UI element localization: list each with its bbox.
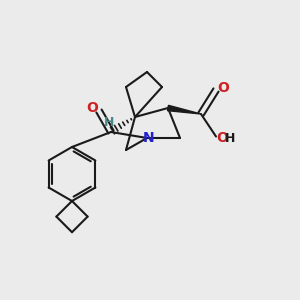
- Text: H: H: [225, 131, 236, 145]
- Text: O: O: [217, 131, 229, 145]
- Text: O: O: [218, 81, 230, 94]
- Text: O: O: [86, 101, 98, 115]
- Polygon shape: [167, 105, 201, 114]
- Text: N: N: [143, 131, 154, 145]
- Text: H: H: [104, 116, 115, 130]
